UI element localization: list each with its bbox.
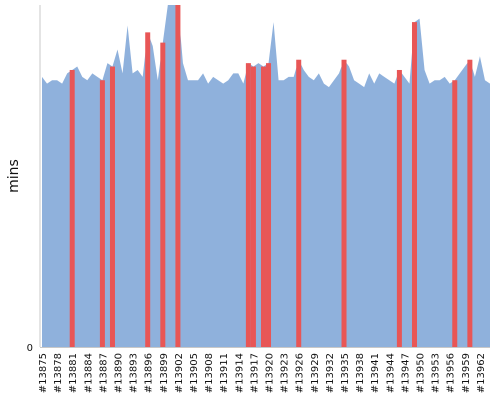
failed-build-bar (296, 59, 302, 347)
x-tick-label: #13878 (53, 353, 64, 393)
failed-build-bar (69, 69, 75, 347)
failed-build-bar (341, 59, 347, 347)
x-tick-label: #13911 (219, 353, 230, 393)
x-tick-label: #13899 (159, 353, 170, 393)
x-tick-label: #13902 (174, 353, 185, 393)
x-tick-label: #13926 (295, 353, 306, 393)
failed-build-bar (396, 69, 402, 347)
x-tick-label: #13884 (83, 353, 94, 393)
x-tick-label: #13890 (114, 353, 125, 393)
y-tick-label: 0 (27, 343, 33, 354)
failed-build-bar (109, 66, 115, 347)
y-axis-title: mins (6, 159, 22, 193)
x-tick-label: #13917 (249, 353, 260, 393)
x-tick-label: #13896 (144, 353, 155, 393)
failed-build-bar (452, 80, 458, 348)
failed-build-bar (245, 63, 251, 347)
plot-area (42, 5, 490, 348)
failed-build-bar (411, 22, 417, 347)
x-tick-label: #13956 (446, 353, 457, 393)
x-tick-label: #13947 (400, 353, 411, 393)
x-tick-label: #13959 (461, 353, 472, 393)
failed-build-bar (160, 42, 166, 348)
y-axis-ticks: 0 (27, 343, 33, 354)
duration-area (42, 5, 490, 347)
x-tick-label: #13929 (310, 353, 321, 393)
x-axis-ticks: #13875 #13878 #13881 #13884 #13887 #13890 #138… (38, 353, 487, 393)
x-tick-label: #13941 (370, 353, 381, 393)
failed-build-bar (260, 66, 266, 347)
x-tick-label: #13905 (189, 353, 200, 393)
x-tick-label: #13938 (355, 353, 366, 393)
failed-build-bar (467, 59, 473, 347)
x-tick-label: #13950 (416, 353, 427, 393)
x-tick-label: #13962 (476, 353, 487, 393)
x-tick-label: #13953 (431, 353, 442, 393)
x-tick-label: #13932 (325, 353, 336, 393)
x-tick-label: #13908 (204, 353, 215, 393)
x-tick-label: #13923 (280, 353, 291, 393)
failed-build-bar (266, 63, 272, 347)
failed-build-bar (99, 80, 105, 348)
failed-build-bar (145, 32, 151, 348)
x-tick-label: #13914 (234, 353, 245, 393)
x-tick-label: #13944 (385, 353, 396, 393)
failed-build-bars (69, 5, 473, 348)
failed-build-bar (250, 66, 256, 347)
x-tick-label: #13920 (265, 353, 276, 393)
x-tick-label: #13875 (38, 353, 49, 393)
x-tick-label: #13881 (68, 353, 79, 393)
x-tick-label: #13887 (98, 353, 109, 393)
x-tick-label: #13935 (340, 353, 351, 393)
failed-build-bar (175, 5, 181, 347)
x-tick-label: #13893 (129, 353, 140, 393)
